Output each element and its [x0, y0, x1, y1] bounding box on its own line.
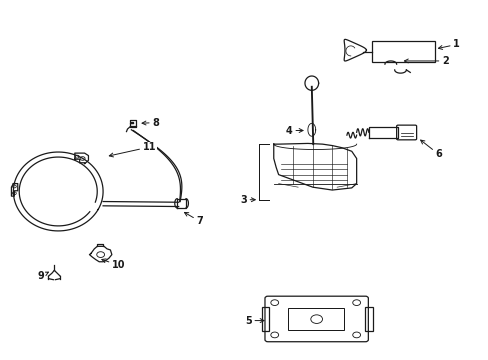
Text: 10: 10 [102, 259, 125, 270]
Text: 7: 7 [184, 212, 203, 226]
Bar [288, 309, 344, 330]
Text: 5: 5 [244, 316, 264, 325]
Bar [261, 307, 268, 330]
Text: 11: 11 [109, 142, 156, 157]
Text: 1: 1 [438, 40, 459, 49]
Text: 8: 8 [142, 118, 159, 128]
Text: 2: 2 [404, 56, 448, 66]
Text: 9: 9 [37, 271, 48, 281]
Bar [365, 307, 372, 330]
Bar [371, 41, 434, 62]
Text: 4: 4 [285, 126, 303, 135]
Text: 3: 3 [240, 195, 255, 205]
Text: 6: 6 [420, 140, 441, 159]
